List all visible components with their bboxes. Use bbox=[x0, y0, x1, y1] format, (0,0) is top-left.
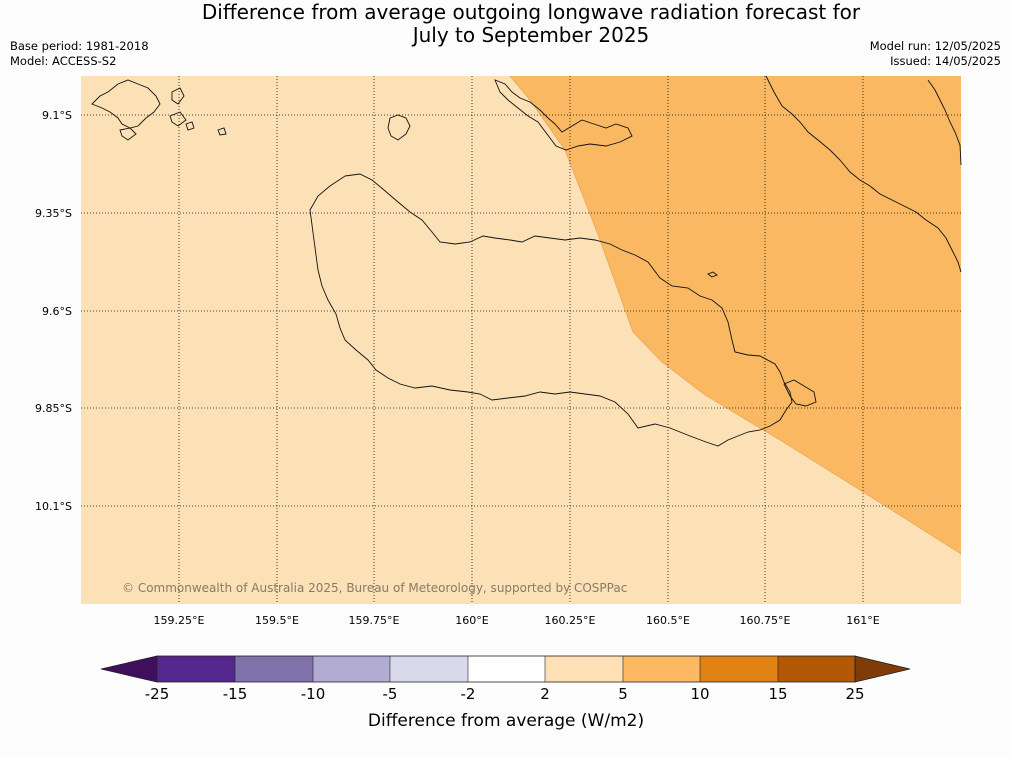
colorbar-tick-9: 15 bbox=[768, 685, 787, 703]
lon-label-6: 160.5°E bbox=[646, 614, 690, 627]
colorbar-tick-10: 25 bbox=[845, 685, 864, 703]
model-name: Model: ACCESS-S2 bbox=[10, 54, 117, 68]
lon-label-2: 159.5°E bbox=[255, 614, 299, 627]
colorbar-segment-7 bbox=[623, 656, 700, 682]
colorbar-tick-1: -25 bbox=[145, 685, 170, 703]
lat-label-5: 10.1°S bbox=[35, 500, 72, 513]
base-period: Base period: 1981-2018 bbox=[10, 39, 149, 53]
coastline-islet bbox=[707, 271, 718, 278]
anomaly-region-edge bbox=[509, 75, 962, 555]
lat-label-3: 9.6°S bbox=[42, 305, 72, 318]
colorbar-tick-5: -2 bbox=[461, 685, 476, 703]
lat-label-1: 9.1°S bbox=[42, 109, 72, 122]
coastline-northeast-island bbox=[494, 79, 633, 151]
coastline-southeast-cape bbox=[783, 379, 817, 407]
lat-label-2: 9.35°S bbox=[35, 207, 72, 220]
lon-label-8: 161°E bbox=[846, 614, 879, 627]
model-run: Model run: 12/05/2025 bbox=[869, 39, 1001, 53]
colorbar-extend-max bbox=[854, 655, 911, 683]
latitude-labels: 9.1°S 9.35°S 9.6°S 9.85°S 10.1°S bbox=[35, 109, 72, 513]
longitude-labels: 159.25°E 159.5°E 159.75°E 160°E 160.25°E… bbox=[154, 614, 880, 627]
title-line-1: Difference from average outgoing longwav… bbox=[201, 0, 861, 24]
lon-label-1: 159.25°E bbox=[154, 614, 205, 627]
colorbar-extend-min bbox=[100, 655, 158, 683]
colorbar-segment-1 bbox=[157, 656, 235, 682]
lat-label-4: 9.85°S bbox=[35, 402, 72, 415]
colorbar-segment-9 bbox=[778, 656, 855, 682]
colorbar-segment-3 bbox=[313, 656, 390, 682]
colorbar: -25 -15 -10 -5 -2 2 5 10 15 25 Differenc… bbox=[100, 655, 911, 731]
colorbar-outline bbox=[156, 655, 856, 683]
lon-label-5: 160.25°E bbox=[545, 614, 596, 627]
chart-title: Difference from average outgoing longwav… bbox=[0, 1, 1011, 47]
title-line-2: July to September 2025 bbox=[412, 23, 650, 47]
colorbar-tick-6: 2 bbox=[540, 685, 550, 703]
colorbar-tick-2: -15 bbox=[223, 685, 248, 703]
coastline-east-island bbox=[765, 75, 962, 273]
colorbar-segment-2 bbox=[235, 656, 313, 682]
lon-label-3: 159.75°E bbox=[349, 614, 400, 627]
colorbar-tick-3: -10 bbox=[301, 685, 326, 703]
lon-label-4: 160°E bbox=[455, 614, 488, 627]
coastline-northwest-islands bbox=[91, 79, 227, 141]
copyright-notice: © Commonwealth of Australia 2025, Bureau… bbox=[122, 581, 627, 595]
coastline-east-island-inner bbox=[927, 79, 962, 166]
anomaly-region-5-10 bbox=[510, 76, 961, 554]
graticule bbox=[81, 76, 961, 604]
colorbar-segment-4 bbox=[390, 656, 468, 682]
meta-left: Base period: 1981-2018 Model: ACCESS-S2 bbox=[10, 39, 149, 69]
colorbar-tick-8: 10 bbox=[690, 685, 709, 703]
colorbar-segment-8 bbox=[700, 656, 778, 682]
lon-label-7: 160.75°E bbox=[740, 614, 791, 627]
colorbar-tick-4: -5 bbox=[383, 685, 398, 703]
colorbar-tick-7: 5 bbox=[618, 685, 628, 703]
colorbar-title: Difference from average (W/m2) bbox=[368, 711, 644, 731]
issued-date: Issued: 14/05/2025 bbox=[890, 54, 1001, 68]
coastline-small-island bbox=[387, 114, 411, 141]
colorbar-segment-6 bbox=[545, 656, 623, 682]
colorbar-dividers bbox=[234, 656, 779, 682]
colorbar-segment-5 bbox=[468, 656, 545, 682]
meta-right: Model run: 12/05/2025 Issued: 14/05/2025 bbox=[870, 39, 1001, 69]
